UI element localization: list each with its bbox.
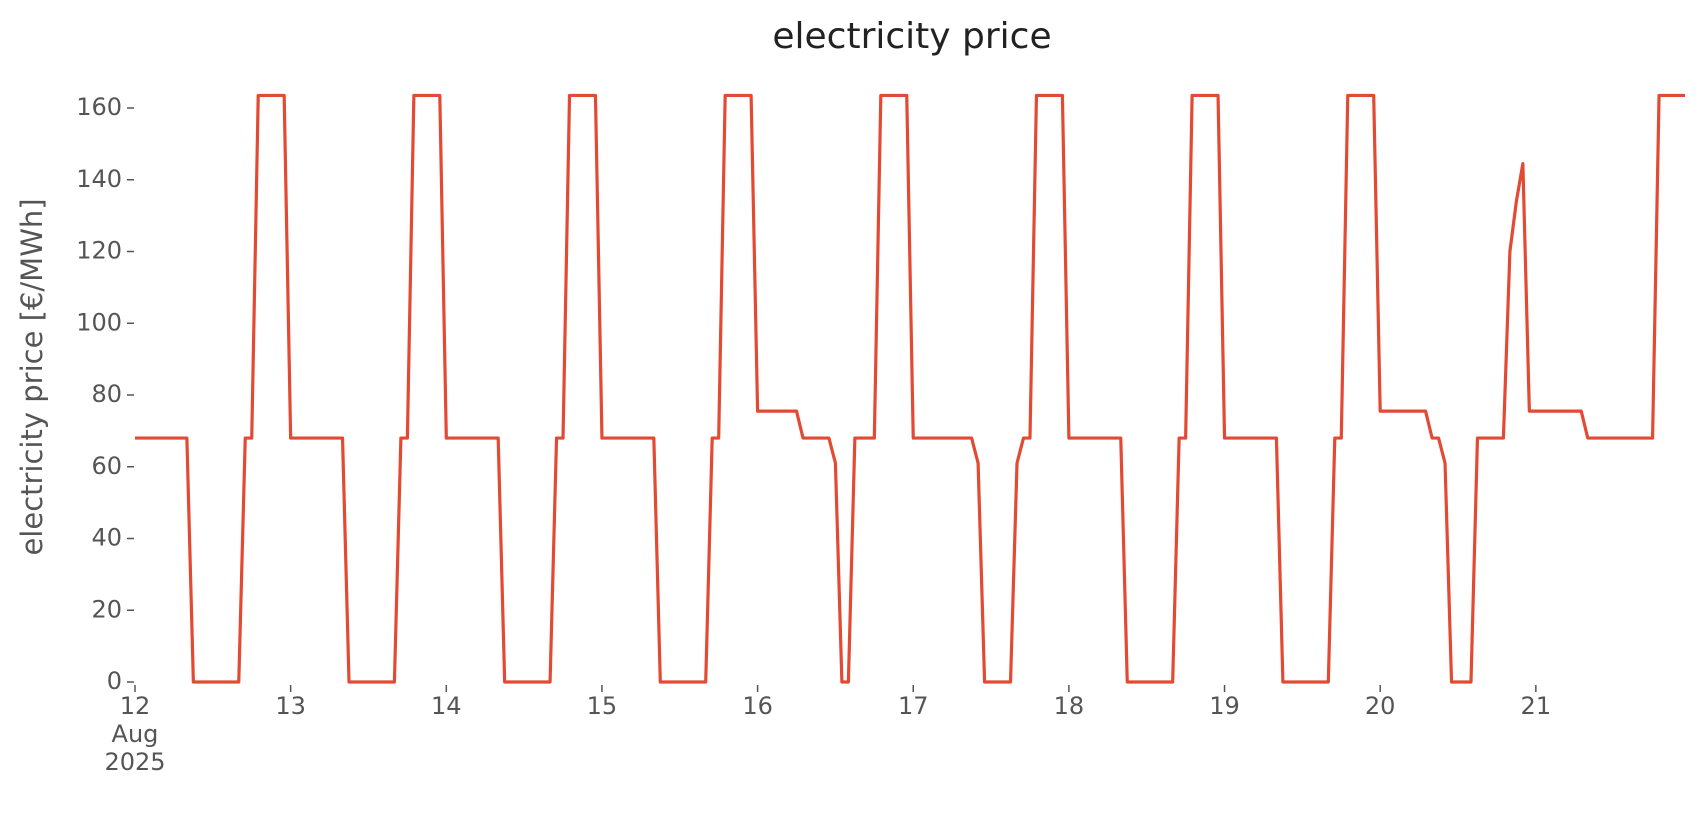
x-tick-label: 20 [1364, 692, 1396, 720]
x-tick-label: 16 [742, 692, 773, 720]
y-tick-label: 40 [91, 524, 122, 552]
y-tick-label: 120 [76, 237, 122, 265]
price-line [135, 93, 1685, 684]
x-tick-label: 12 Aug 2025 [104, 692, 166, 776]
y-tick-label: 0 [107, 667, 122, 695]
x-tick-label: 17 [897, 692, 929, 720]
x-tick-label: 13 [275, 692, 306, 720]
x-tick-label: 14 [431, 692, 462, 720]
y-tick-label: 60 [91, 452, 122, 480]
chart-title: electricity price [772, 16, 1051, 57]
x-tick-label: 21 [1520, 692, 1552, 720]
x-tick-label: 18 [1053, 692, 1085, 720]
y-axis-label: electricity price [€/MWh] [15, 198, 49, 555]
y-tick-label: 80 [91, 380, 122, 408]
y-tick-label: 160 [76, 93, 122, 121]
x-tick-label: 15 [586, 692, 618, 720]
y-tick-label: 20 [91, 595, 122, 623]
x-tick-label: 19 [1209, 692, 1240, 720]
y-tick-label: 100 [76, 308, 122, 336]
y-tick-label: 140 [76, 165, 122, 193]
